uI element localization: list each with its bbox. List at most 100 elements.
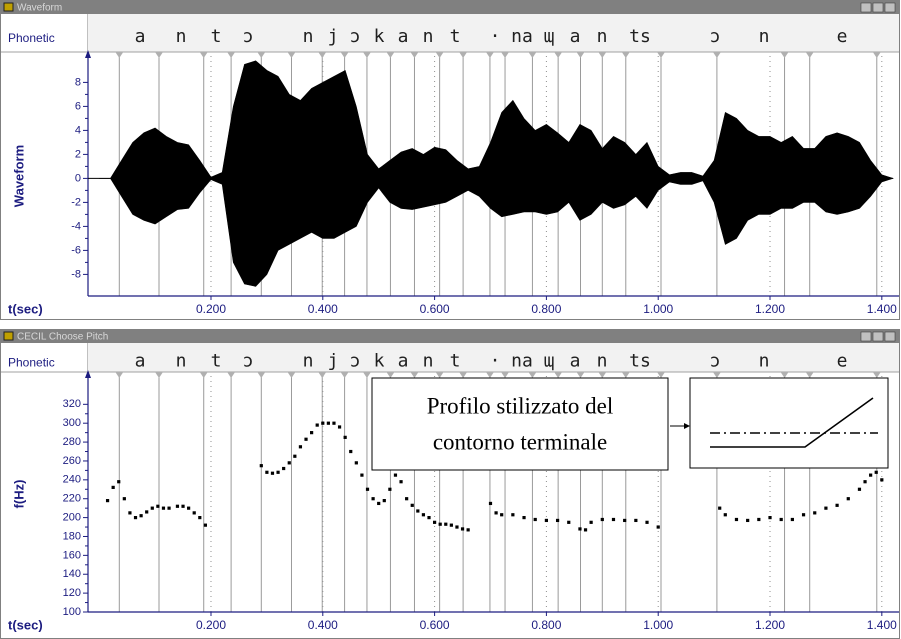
- boundary-marker: [340, 52, 349, 58]
- pitch-point: [128, 511, 132, 515]
- phone-label: ts: [629, 351, 651, 372]
- phone-label: t: [211, 26, 222, 47]
- boundary-marker: [621, 52, 630, 58]
- phone-label: ts: [629, 26, 651, 47]
- y-tick-label: 8: [75, 76, 81, 88]
- phone-label: n: [423, 26, 434, 47]
- pitch-point: [511, 513, 515, 517]
- pitch-point: [449, 523, 453, 527]
- pitch-point: [315, 423, 319, 427]
- phone-label: n: [597, 351, 608, 372]
- phone-label: a: [570, 351, 581, 372]
- y-tick-label: 260: [63, 455, 81, 467]
- phone-label: t: [211, 351, 222, 372]
- window-close-button[interactable]: [884, 2, 896, 13]
- pitch-point: [600, 517, 604, 522]
- y-tick-label: 220: [63, 493, 81, 505]
- phone-label: ɔ: [350, 351, 361, 372]
- pitch-point: [768, 516, 772, 520]
- phone-label: ɰ: [544, 351, 555, 372]
- phone-label: na: [511, 351, 533, 372]
- x-tick-label: 1.200: [755, 302, 785, 316]
- phone-label: n: [176, 351, 187, 372]
- boundary-marker: [780, 52, 789, 58]
- pitch-point: [133, 516, 138, 520]
- x-tick-label: 1.000: [643, 302, 673, 316]
- pitch-point: [835, 503, 839, 507]
- pitch-point: [187, 506, 191, 510]
- pitch-point: [494, 511, 498, 515]
- window-icon: [3, 331, 14, 341]
- pitch-point: [427, 516, 431, 520]
- y-tick-label: -2: [71, 196, 81, 208]
- phone-label: a: [135, 351, 146, 372]
- header-column: [1, 14, 88, 319]
- pitch-point: [282, 466, 286, 471]
- boundary-marker: [712, 52, 721, 58]
- pitch-point: [337, 425, 342, 429]
- y-tick-label: 300: [63, 417, 81, 429]
- boundary-marker: [657, 52, 666, 58]
- pitch-point: [801, 513, 806, 517]
- phone-label: ·: [490, 26, 501, 47]
- pitch-point: [779, 517, 783, 522]
- boundary-marker: [199, 372, 208, 378]
- boundary-marker: [154, 372, 163, 378]
- x-tick-label: 1.400: [867, 302, 897, 316]
- pitch-point: [500, 513, 504, 517]
- phonetic-row: [88, 14, 899, 52]
- title-bar: [1, 330, 899, 343]
- x-tick-label: 1.200: [755, 618, 785, 632]
- pitch-point: [869, 473, 873, 477]
- pitch-point: [382, 499, 386, 503]
- x-tick-label: 0.200: [196, 618, 226, 632]
- pitch-point: [354, 461, 358, 465]
- boundary-marker: [459, 52, 468, 58]
- annotation-arrowhead: [684, 423, 690, 429]
- pitch-point: [265, 470, 269, 474]
- phonetic-row: [88, 343, 899, 372]
- x-tick-label: 0.800: [531, 618, 561, 632]
- boundary-marker: [554, 52, 563, 58]
- boundary-marker: [435, 52, 444, 58]
- x-tick-label: 0.600: [420, 302, 450, 316]
- pitch-point: [388, 487, 392, 491]
- y-axis-arrow: [85, 370, 91, 378]
- phone-label: n: [176, 26, 187, 47]
- pitch-point: [310, 431, 314, 435]
- annotation-text: Profilo stilizzato del: [427, 393, 614, 418]
- boundary-marker: [227, 52, 236, 58]
- window-close-button[interactable]: [884, 331, 896, 342]
- window-min-button[interactable]: [860, 2, 872, 13]
- pitch-point: [139, 514, 143, 518]
- phone-label: t: [450, 351, 461, 372]
- y-tick-label: -4: [71, 220, 81, 232]
- pitch-point: [156, 504, 160, 508]
- boundary-marker: [459, 372, 468, 378]
- pitch-point: [416, 509, 420, 513]
- pitch-point: [321, 421, 325, 425]
- phonetic-header: Phonetic: [8, 356, 55, 370]
- y-tick-label: 240: [63, 474, 81, 486]
- pitch-point: [203, 523, 207, 527]
- pitch-point: [488, 501, 493, 506]
- x-axis-label: t(sec): [8, 301, 43, 316]
- pitch-point: [623, 518, 627, 523]
- boundary-marker: [501, 52, 510, 58]
- pitch-point: [874, 470, 878, 474]
- x-tick-label: 0.200: [196, 302, 226, 316]
- y-tick-label: 320: [63, 398, 81, 410]
- waveform-envelope: [99, 60, 894, 287]
- phone-label: ɔ: [243, 351, 254, 372]
- pitch-point: [304, 437, 308, 441]
- boundary-marker: [227, 372, 236, 378]
- boundary-marker: [362, 372, 371, 378]
- window-max-button[interactable]: [872, 2, 884, 13]
- phone-label: ɔ: [710, 351, 721, 372]
- window-max-button[interactable]: [872, 331, 884, 342]
- pitch-point: [343, 435, 347, 439]
- boundary-marker: [485, 52, 494, 58]
- pitch-point: [589, 520, 593, 524]
- window-min-button[interactable]: [860, 331, 872, 342]
- pitch-point: [656, 525, 660, 529]
